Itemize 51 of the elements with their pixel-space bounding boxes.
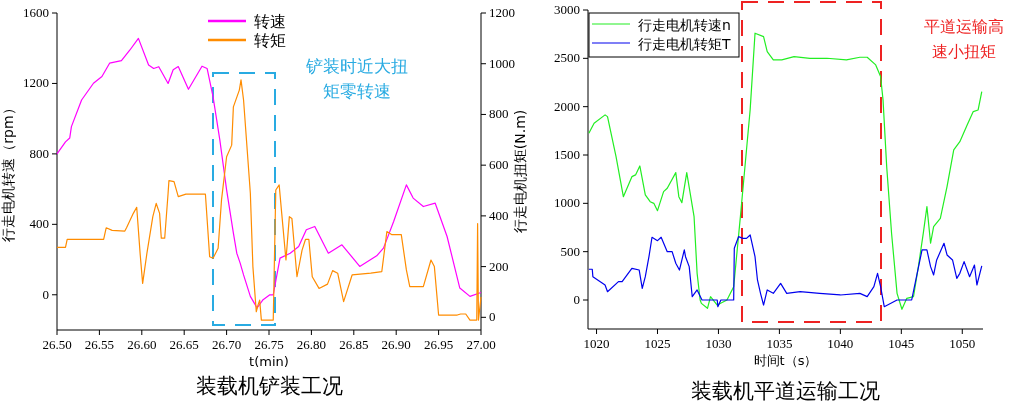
- y-tick-label: 1500: [554, 147, 580, 162]
- x-tick-label: 27.00: [466, 337, 496, 352]
- y2-axis-title: 行走电机扭矩(N.m): [512, 109, 528, 234]
- x-tick-label: 26.95: [423, 337, 454, 352]
- x-tick-label: 26.60: [127, 337, 157, 352]
- x-tick-label: 1045: [888, 336, 915, 351]
- legend-label: 转速: [254, 12, 286, 31]
- x-tick-label: 26.55: [84, 337, 115, 352]
- x-tick-label: 26.75: [254, 337, 284, 352]
- legend-label: 行走电机转矩T: [638, 36, 731, 52]
- y2-tick-label: 800: [489, 106, 509, 122]
- x-axis-title: 时间t（s）: [753, 353, 818, 368]
- x-tick-label: 26.90: [381, 337, 411, 352]
- x-tick-label: 26.65: [169, 337, 199, 352]
- x-tick-label: 1040: [827, 336, 854, 351]
- text: 装载机铲装工况: [195, 374, 343, 398]
- y-tick-label: 400: [29, 216, 49, 232]
- y-tick-label: 2000: [554, 98, 580, 114]
- text: 装载机平道运输工况: [691, 379, 880, 403]
- y-tick-label: 0: [573, 292, 580, 307]
- y-tick-label: 1600: [23, 5, 49, 20]
- y-axis-title: 行走电机转速（rpm）: [0, 101, 16, 242]
- y2-tick-label: 1000: [489, 55, 515, 71]
- x-tick-label: 1030: [705, 336, 732, 351]
- x-tick-label: 1035: [766, 336, 793, 351]
- y2-tick-label: 600: [489, 157, 509, 173]
- y2-tick-label: 200: [489, 258, 509, 274]
- y-tick-label: 500: [560, 243, 580, 259]
- y2-tick-label: 1200: [489, 5, 515, 20]
- y-tick-label: 1200: [23, 75, 49, 91]
- y-tick-label: 3000: [554, 2, 580, 17]
- x-tick-label: 1025: [644, 336, 671, 351]
- x-tick-label: 26.50: [42, 337, 72, 352]
- x-tick-label: 26.85: [339, 337, 369, 352]
- x-tick-label: 26.70: [211, 337, 242, 352]
- annotation: 平道运输高速小扭矩: [924, 17, 1004, 61]
- x-tick-label: 1050: [949, 336, 976, 351]
- line-series: [56, 79, 482, 321]
- x-tick-label: 26.80: [296, 337, 327, 352]
- x-axis-title: t(min): [249, 354, 289, 369]
- line-series: [588, 234, 983, 308]
- legend-label: 行走电机转速n: [638, 17, 731, 33]
- y-tick-label: 2500: [554, 50, 580, 66]
- annotation: 铲装时近大扭矩零转速: [305, 56, 408, 101]
- y-tick-label: 0: [42, 286, 49, 302]
- legend-label: 转矩: [254, 31, 286, 50]
- y2-tick-label: 400: [489, 207, 509, 223]
- y-tick-label: 1000: [554, 195, 580, 211]
- x-tick-label: 1020: [583, 336, 610, 351]
- y2-tick-label: 0: [489, 309, 496, 325]
- y-tick-label: 800: [29, 145, 49, 161]
